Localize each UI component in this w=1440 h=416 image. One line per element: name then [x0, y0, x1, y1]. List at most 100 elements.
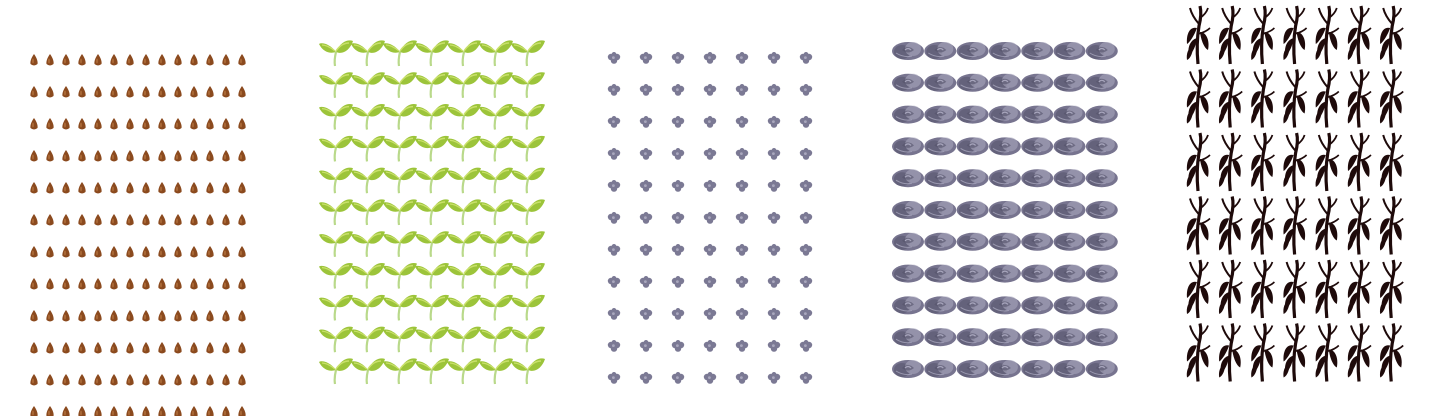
rose-icon [1021, 42, 1054, 60]
rose-icon [988, 232, 1021, 251]
seed-icon [142, 374, 150, 386]
wilted-plant-icon [1315, 323, 1340, 382]
small-flower-icon [799, 212, 813, 224]
wilted-plant-icon [1347, 196, 1372, 255]
seed-icon [30, 118, 38, 130]
rose-icon [988, 137, 1021, 156]
wilted-plant-icon [1186, 5, 1211, 65]
sprout-icon [447, 326, 481, 353]
seed-icon [206, 214, 214, 226]
wilted-plant-icon [1218, 259, 1243, 319]
seed-icon [110, 406, 118, 416]
rose-icon [892, 328, 924, 347]
rose-icon [924, 264, 957, 283]
seed-icon [30, 182, 38, 194]
seed-icon [94, 182, 102, 194]
small-flower-icon [703, 372, 717, 384]
seed-icon [238, 214, 246, 226]
rose-icon [1053, 105, 1086, 124]
seed-icon [126, 86, 134, 98]
rose-icon [1053, 73, 1086, 92]
sprout-icon [511, 40, 545, 67]
seed-icon [46, 182, 54, 194]
seed-icon [222, 86, 230, 98]
rose-icon [1053, 42, 1086, 60]
rose-icon [1085, 105, 1118, 124]
sprout-icon [479, 104, 513, 130]
seed-icon [78, 54, 86, 66]
rose-icon [988, 169, 1021, 188]
small-flower-icon [607, 148, 621, 160]
seed-icon [238, 182, 246, 194]
rose-icon [924, 169, 957, 188]
sprout-icon [415, 72, 449, 98]
sprout-icon [319, 167, 353, 194]
sprout-icon [383, 326, 417, 353]
seed-icon [174, 54, 182, 66]
seed-icon [78, 342, 86, 354]
seed-icon [30, 86, 38, 98]
sprout-icon [415, 135, 449, 162]
seed-icon [190, 310, 198, 322]
seed-icon [126, 150, 134, 162]
wilted-plant-icon [1315, 5, 1340, 65]
small-flower-icon [671, 212, 685, 224]
seed-icon [62, 278, 70, 290]
small-flower-icon [735, 116, 749, 128]
rose-icon [924, 73, 957, 92]
small-flower-icon [735, 84, 749, 96]
seed-icon [142, 342, 150, 354]
seed-icon [110, 278, 118, 290]
sprout-icon [383, 104, 417, 130]
wilted-plant-icon [1283, 323, 1308, 382]
rose-icon [924, 201, 957, 219]
small-flower-icon [671, 84, 685, 96]
rose-icon [1053, 264, 1086, 283]
wilted-plant-icon [1251, 196, 1275, 255]
sprout-icon [383, 263, 417, 289]
seed-icon [110, 246, 118, 258]
wilted-plant-icon [1251, 5, 1275, 65]
seed-icon [62, 310, 70, 322]
small-flower-icon [735, 52, 749, 64]
seed-icon [30, 246, 38, 258]
wilted-plant-grid-panel [1180, 0, 1410, 416]
seed-icon [46, 150, 54, 162]
rose-icon [1053, 137, 1086, 156]
seed-icon [46, 118, 54, 130]
seed-icon [78, 374, 86, 386]
sprout-icon [415, 294, 449, 321]
sprout-icon [511, 135, 545, 162]
rose-icon [956, 73, 989, 92]
small-flower-icon [703, 84, 717, 96]
seed-icon [46, 214, 54, 226]
seed-icon [46, 246, 54, 258]
seed-icon [30, 54, 38, 66]
seed-icon [110, 54, 118, 66]
seed-icon [190, 374, 198, 386]
small-flower-icon [799, 116, 813, 128]
seed-icon [30, 374, 38, 386]
seed-icon [126, 406, 134, 416]
seed-icon [94, 374, 102, 386]
small-flower-icon [671, 340, 685, 352]
seed-icon [30, 214, 38, 226]
wilted-plant-icon [1379, 5, 1404, 65]
seed-icon [62, 86, 70, 98]
small-flower-icon [607, 244, 621, 256]
seed-icon [238, 54, 246, 66]
seed-icon [222, 118, 230, 130]
rose-icon [892, 360, 924, 378]
wilted-plant-icon [1347, 5, 1372, 65]
sprout-icon [511, 326, 545, 353]
seed-icon [158, 54, 166, 66]
seed-icon [62, 150, 70, 162]
seed-icon [158, 86, 166, 98]
wilted-plant-icon [1283, 259, 1308, 319]
wilted-plant-icon [1379, 196, 1404, 255]
rose-icon [924, 360, 957, 378]
seed-icon [238, 278, 246, 290]
rose-icon [956, 137, 989, 156]
small-flower-icon [607, 340, 621, 352]
sprout-icon [447, 104, 481, 130]
